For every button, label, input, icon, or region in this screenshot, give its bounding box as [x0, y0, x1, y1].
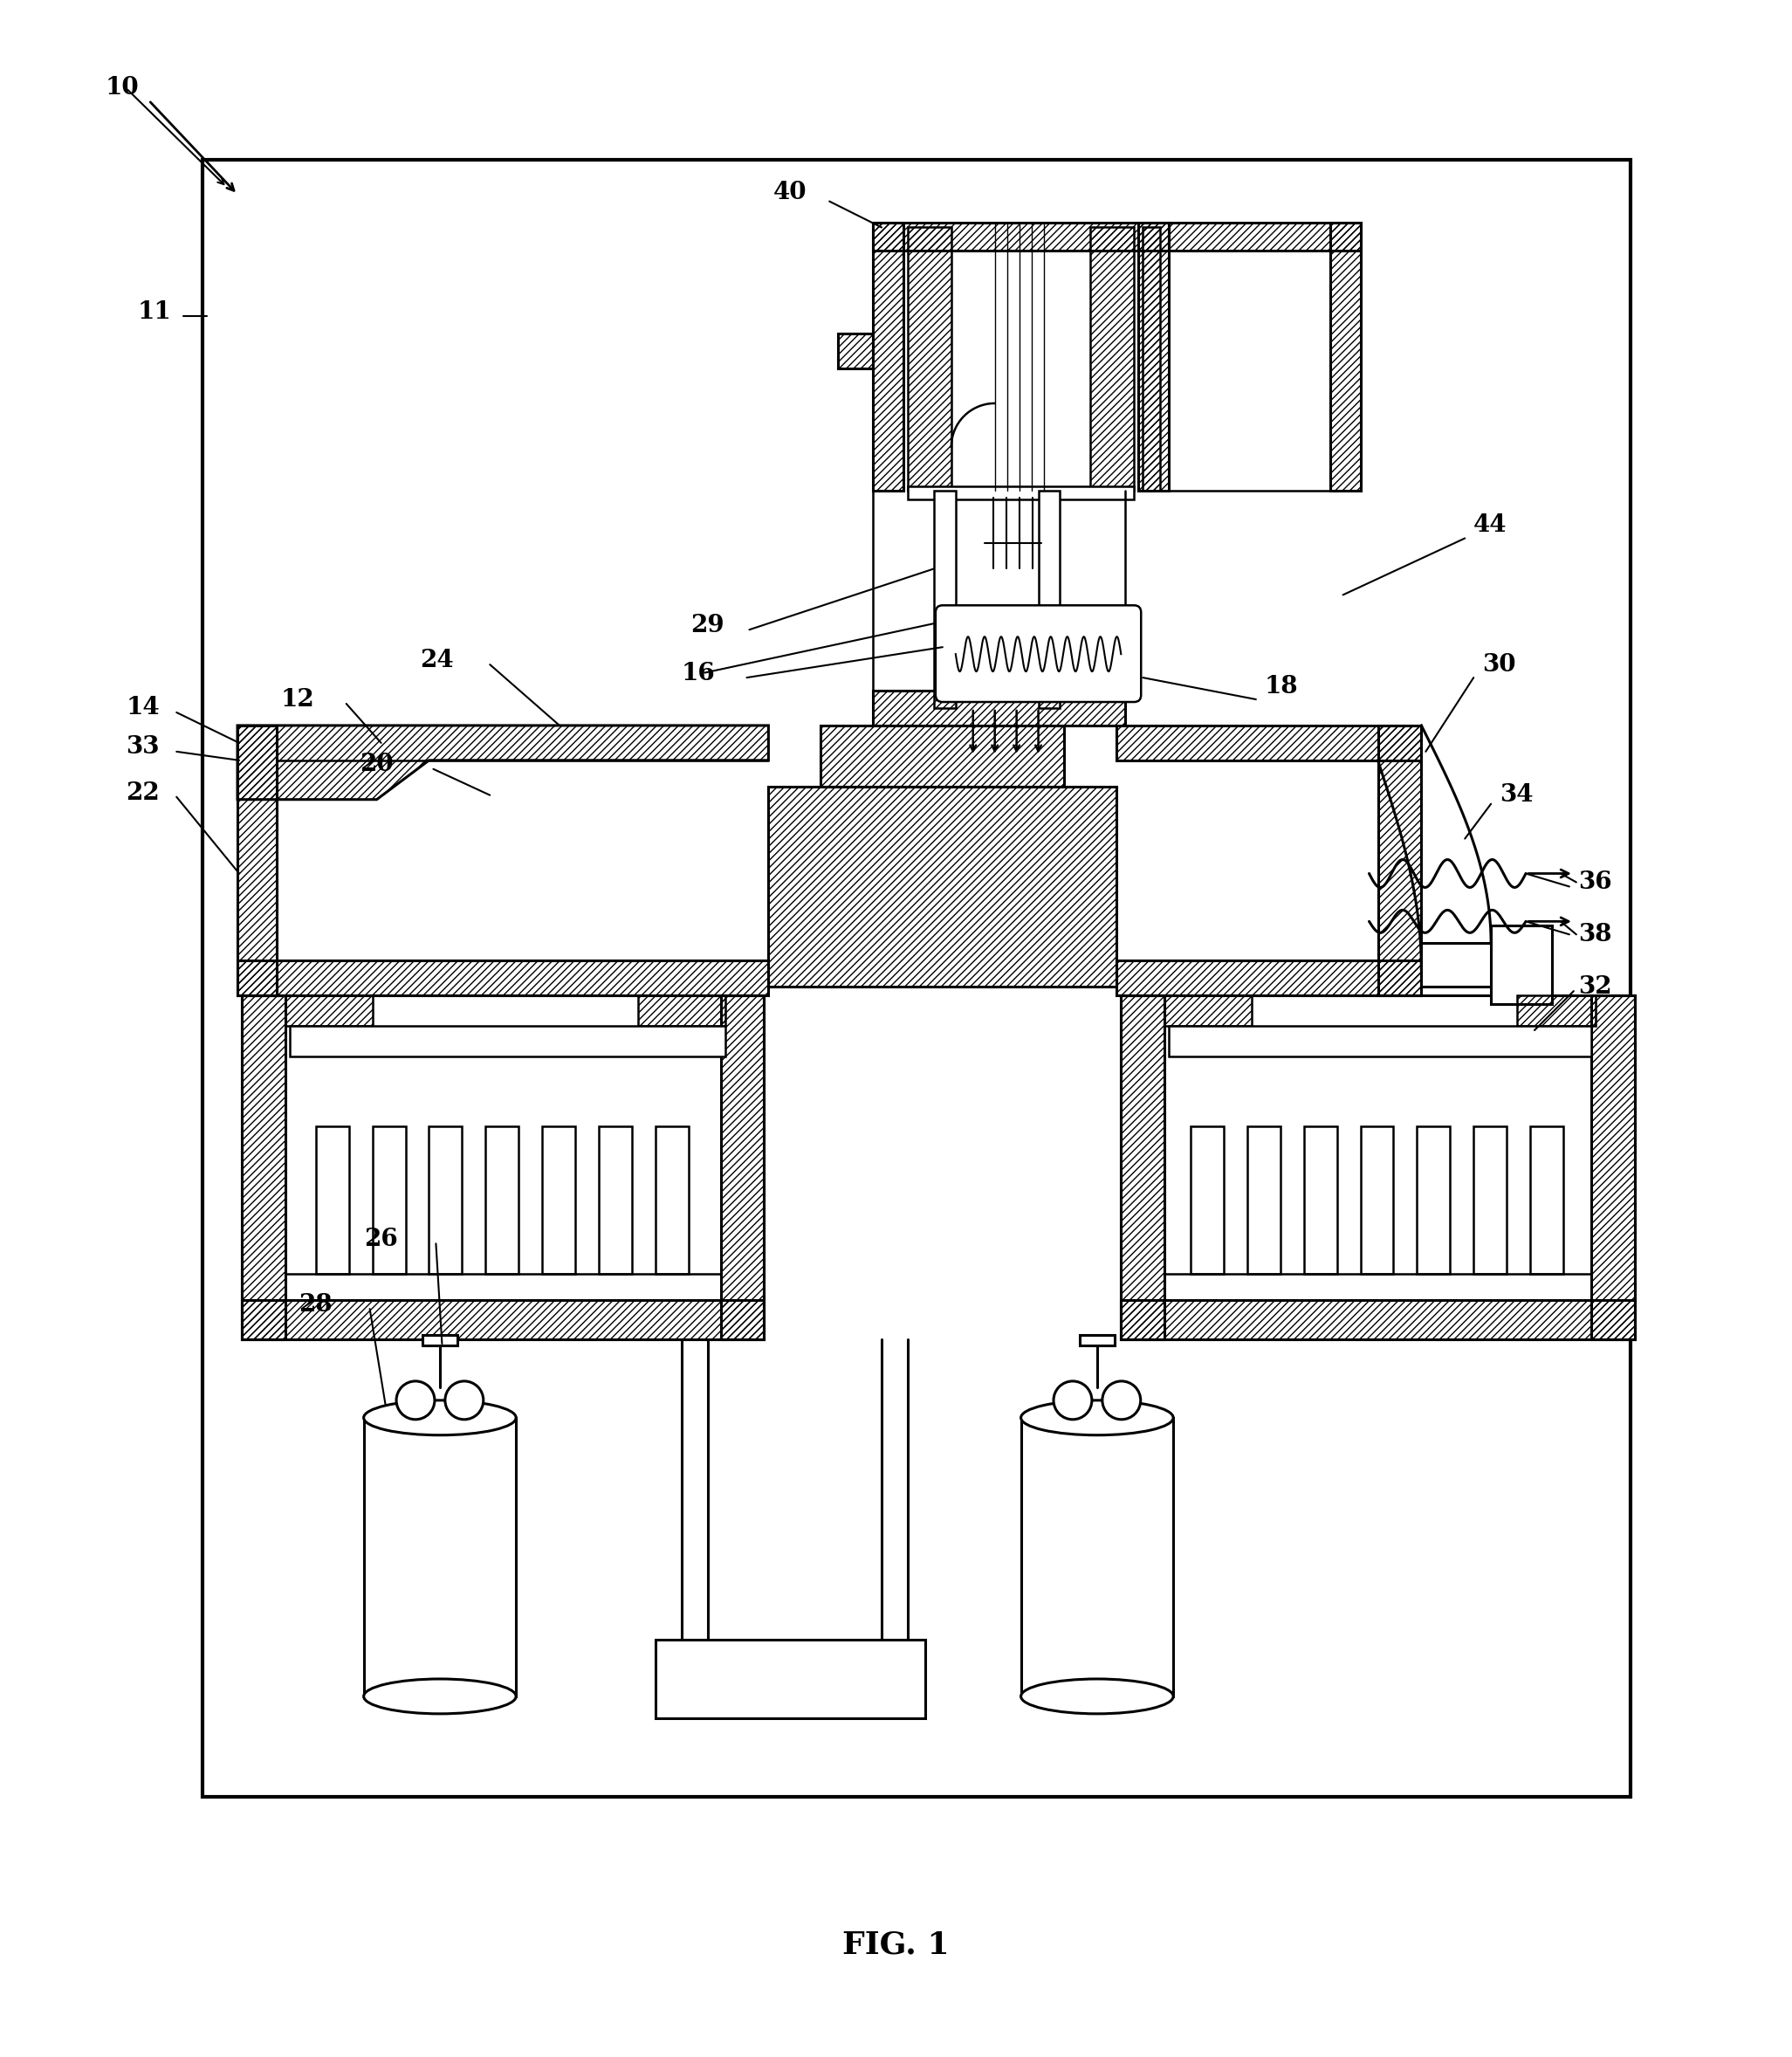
- Bar: [423, 1335, 457, 1345]
- FancyBboxPatch shape: [935, 605, 1142, 701]
- Bar: [1168, 1026, 1591, 1057]
- Bar: [1417, 1125, 1450, 1273]
- Text: 36: 36: [1579, 870, 1611, 895]
- Circle shape: [444, 1380, 484, 1419]
- Text: 14: 14: [125, 695, 159, 720]
- Polygon shape: [1038, 490, 1061, 708]
- Bar: [1021, 1417, 1174, 1697]
- Text: 10: 10: [106, 76, 138, 101]
- Bar: [373, 1125, 405, 1273]
- Bar: [1190, 1125, 1224, 1273]
- Text: 38: 38: [1579, 924, 1611, 946]
- Bar: [486, 1125, 518, 1273]
- Ellipse shape: [1021, 1401, 1174, 1436]
- Text: 40: 40: [772, 181, 806, 204]
- Text: 30: 30: [1482, 652, 1516, 677]
- Circle shape: [396, 1380, 435, 1419]
- Bar: [1530, 1125, 1563, 1273]
- Bar: [1305, 1125, 1337, 1273]
- Text: 33: 33: [125, 736, 159, 759]
- Bar: [1247, 1125, 1279, 1273]
- Text: 24: 24: [421, 648, 453, 673]
- Text: 26: 26: [364, 1228, 398, 1251]
- Bar: [1079, 1335, 1115, 1345]
- Polygon shape: [909, 485, 1134, 500]
- Bar: [1122, 996, 1634, 1339]
- Bar: [656, 1125, 688, 1273]
- Text: FIG. 1: FIG. 1: [842, 1929, 950, 1960]
- Bar: [599, 1125, 633, 1273]
- Text: 12: 12: [281, 687, 315, 712]
- Text: 16: 16: [681, 662, 715, 685]
- Text: 28: 28: [299, 1292, 332, 1316]
- Bar: [290, 1026, 726, 1057]
- Text: 44: 44: [1473, 514, 1507, 537]
- Text: 34: 34: [1500, 784, 1534, 806]
- Bar: [315, 1125, 349, 1273]
- Ellipse shape: [364, 1401, 516, 1436]
- Bar: [656, 1639, 925, 1718]
- Polygon shape: [934, 490, 955, 708]
- Circle shape: [1054, 1380, 1091, 1419]
- Polygon shape: [1491, 926, 1552, 1004]
- Ellipse shape: [364, 1679, 516, 1713]
- Bar: [428, 1125, 462, 1273]
- Bar: [543, 1125, 575, 1273]
- Bar: [202, 160, 1631, 1796]
- Text: 18: 18: [1265, 675, 1299, 697]
- Text: 20: 20: [360, 753, 392, 775]
- Bar: [364, 1417, 516, 1697]
- Bar: [1360, 1125, 1394, 1273]
- Text: 11: 11: [138, 300, 172, 323]
- Text: 32: 32: [1579, 975, 1611, 998]
- Bar: [242, 996, 763, 1339]
- Circle shape: [1102, 1380, 1142, 1419]
- Text: 22: 22: [125, 782, 159, 804]
- Ellipse shape: [1021, 1679, 1174, 1713]
- Bar: [1473, 1125, 1507, 1273]
- Text: 29: 29: [690, 613, 724, 638]
